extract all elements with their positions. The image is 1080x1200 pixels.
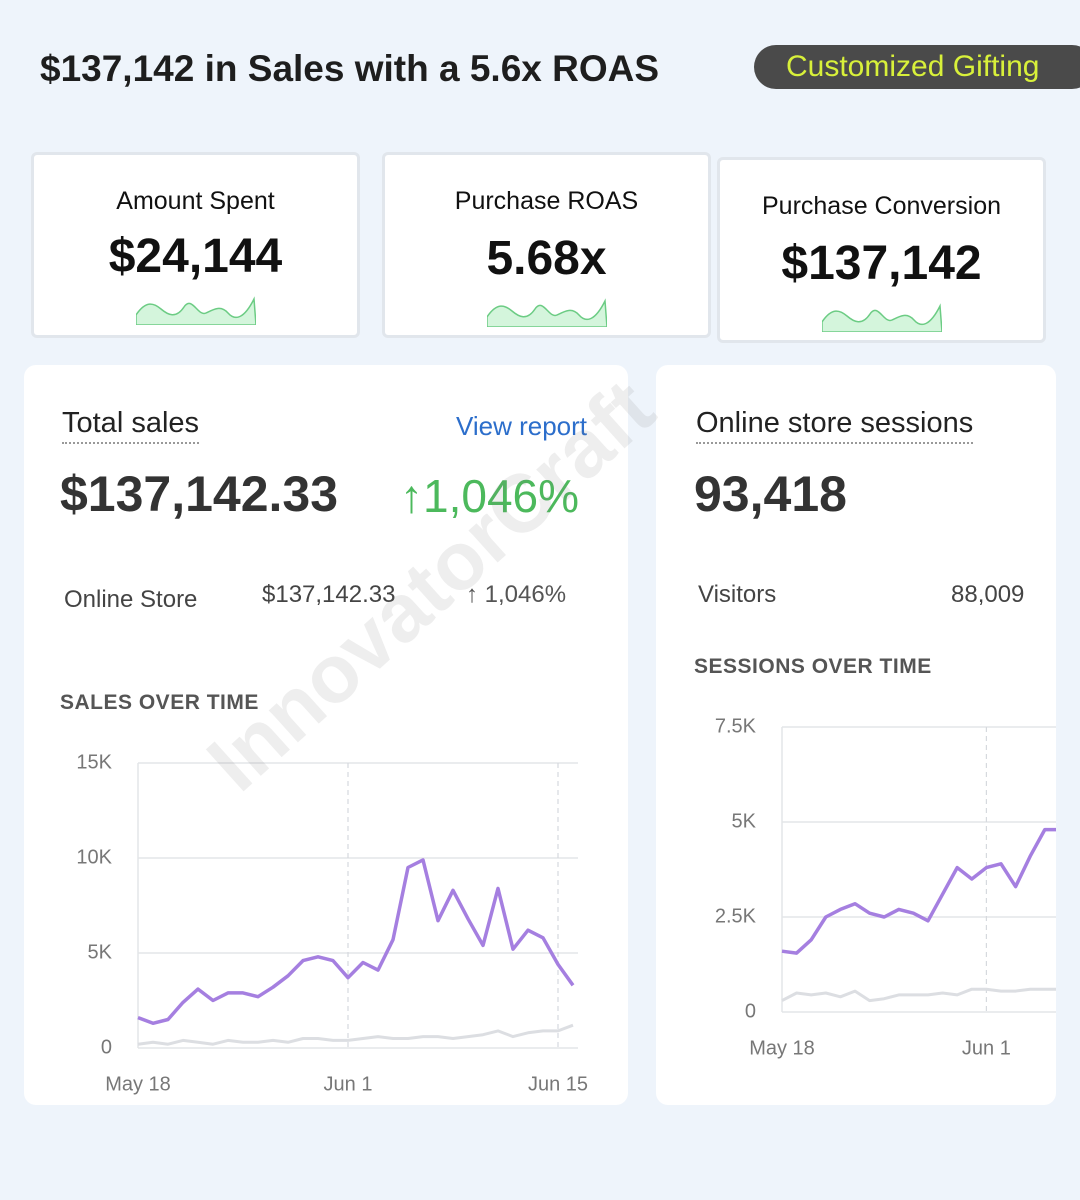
breakdown-value: $137,142.33 — [262, 581, 396, 608]
kpi-label: Amount Spent — [116, 187, 275, 215]
y-tick-label: 10K — [76, 846, 112, 868]
y-tick-label: 5K — [88, 941, 113, 963]
kpi-label: Purchase Conversion — [761, 192, 1001, 220]
kpi-value: $24,144 — [108, 230, 283, 283]
sessions-chart: 0 2.5K 5K 7.5K May 18 Jun 1 — [715, 715, 1056, 1059]
panel-total: $137,142.33 — [60, 466, 339, 522]
series-line — [781, 987, 1056, 1003]
panel-title: Total sales — [62, 407, 200, 444]
x-tick-label: May 18 — [749, 1037, 815, 1059]
y-tick-label: 0 — [745, 1000, 756, 1022]
category-badge: Customized Gifting — [754, 45, 1080, 89]
x-tick-label: Jun 1 — [324, 1073, 373, 1095]
kpi-card: Purchase ROAS 5.68x — [382, 152, 711, 338]
page-title: $137,142 in Sales with a 5.6x ROAS — [40, 48, 660, 89]
series-line — [137, 1023, 574, 1046]
sparkline — [486, 298, 607, 327]
chart-heading: SALES OVER TIME — [60, 691, 259, 714]
breakdown-label: Online Store — [64, 586, 198, 613]
view-report-link[interactable]: View report — [456, 411, 588, 441]
breakdown-change: ↑ 1,046% — [466, 581, 567, 608]
y-tick-label: 7.5K — [715, 715, 757, 737]
y-tick-label: 5K — [732, 810, 757, 832]
panel-change: ↑1,046% — [400, 470, 580, 522]
kpi-value: 5.68x — [486, 232, 607, 285]
y-tick-label: 2.5K — [715, 905, 757, 927]
sessions-panel: Online store sessions 93,418 Visitors 88… — [656, 365, 1056, 1105]
series-line — [137, 858, 575, 1026]
y-tick-label: 15K — [76, 751, 112, 773]
kpi-value: $137,142 — [781, 237, 982, 290]
sparkline — [135, 296, 256, 325]
x-tick-label: May 18 — [105, 1073, 171, 1095]
y-tick-label: 0 — [101, 1036, 112, 1058]
sparkline — [821, 303, 942, 332]
chart-heading: SESSIONS OVER TIME — [694, 655, 932, 678]
sales-chart: 0 5K 10K 15K May 18 Jun 1 Jun 15 — [76, 751, 588, 1095]
x-tick-label: Jun 15 — [528, 1073, 588, 1095]
series-line — [781, 827, 1056, 955]
x-tick-label: Jun 1 — [962, 1037, 1011, 1059]
kpi-label: Purchase ROAS — [454, 187, 639, 215]
panel-title: Online store sessions — [696, 407, 974, 444]
kpi-card: Purchase Conversion $137,142 — [717, 157, 1046, 343]
breakdown-value: 88,009 — [951, 581, 1025, 608]
sales-panel: Total sales View report $137,142.33 ↑1,0… — [24, 365, 628, 1105]
kpi-card: Amount Spent $24,144 — [31, 152, 360, 338]
breakdown-label: Visitors — [698, 581, 777, 608]
panel-total: 93,418 — [694, 466, 847, 522]
